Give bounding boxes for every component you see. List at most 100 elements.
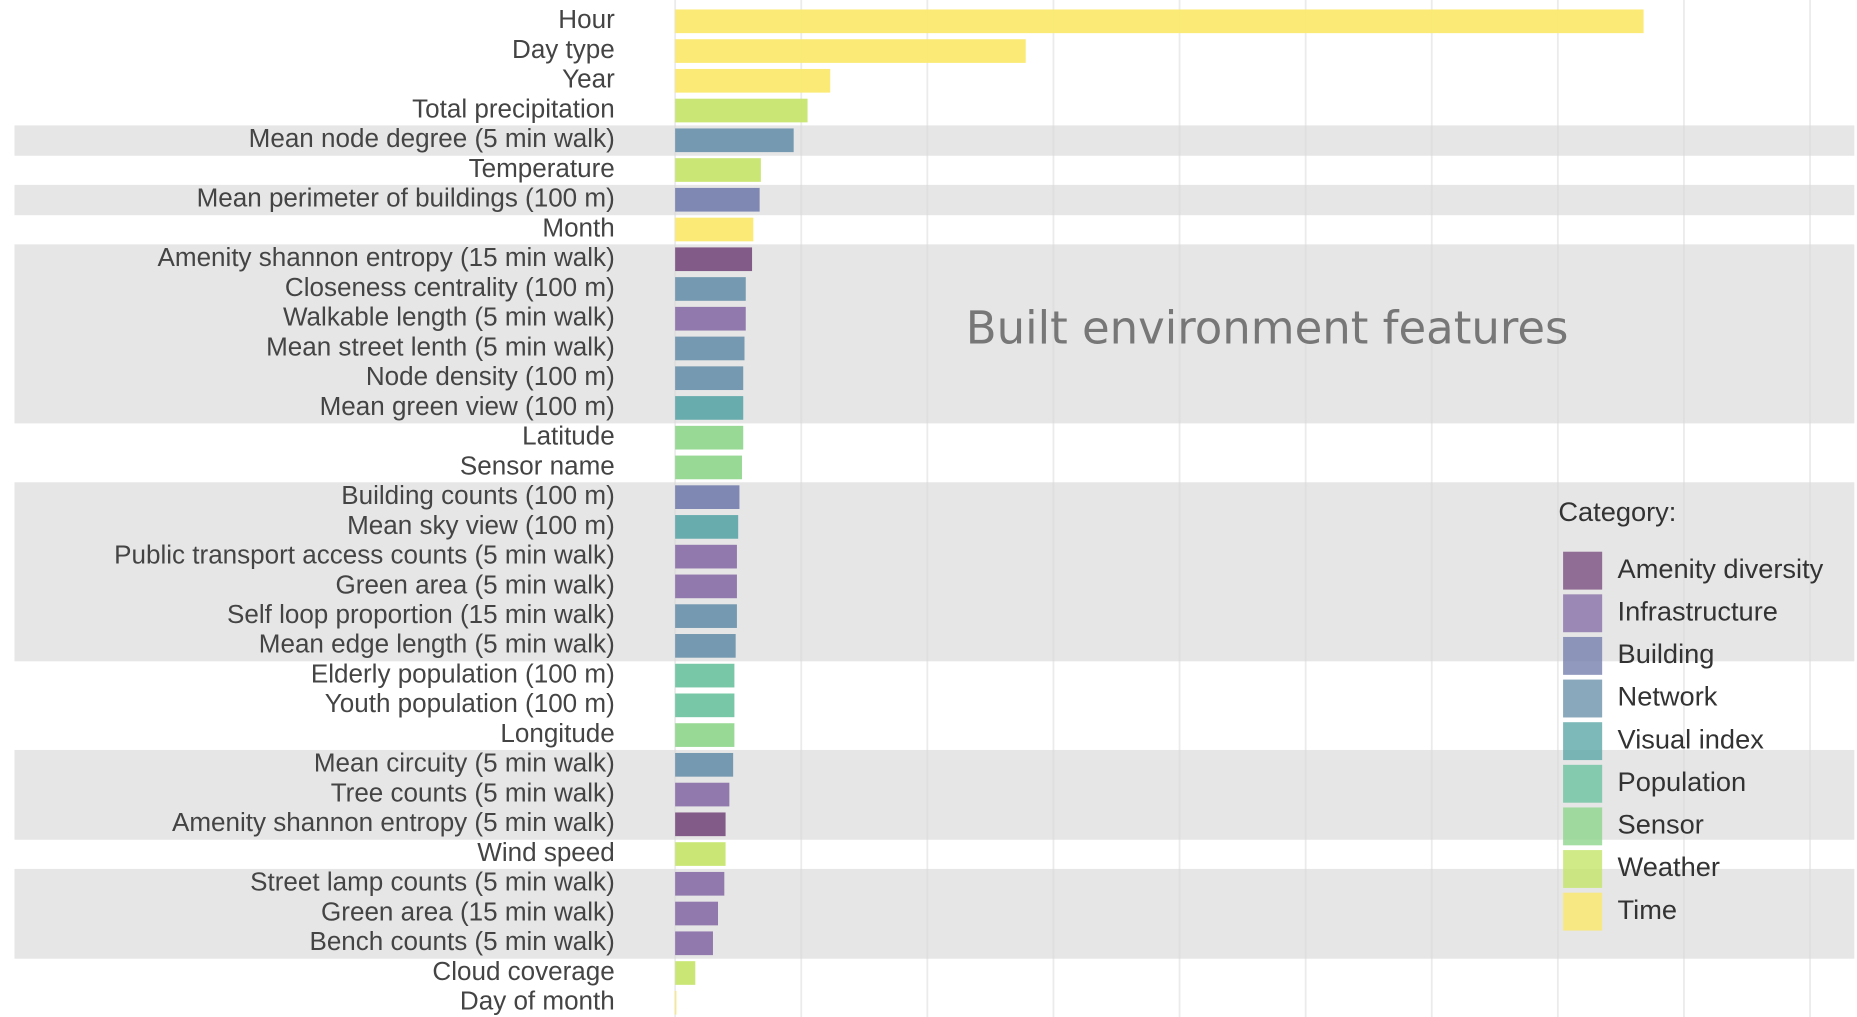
shade-band xyxy=(14,868,1855,900)
shade-band xyxy=(14,928,1855,959)
y-tick-label: Day type xyxy=(512,34,615,64)
annotation: Built environment features xyxy=(966,302,1569,355)
y-tick-label: Node density (100 m) xyxy=(366,361,615,391)
bar xyxy=(675,9,1644,34)
bar xyxy=(675,752,734,777)
shade-band xyxy=(14,749,1855,781)
y-tick-label: Amenity shannon entropy (15 min walk) xyxy=(158,242,615,272)
bar xyxy=(675,693,735,718)
bar xyxy=(675,336,745,361)
shade-band xyxy=(14,184,1855,216)
shade-band xyxy=(14,303,1855,335)
shade-band xyxy=(14,363,1855,394)
y-tick-label: Tree counts (5 min walk) xyxy=(331,777,615,807)
bar xyxy=(675,842,726,866)
y-tick-label: Sensor name xyxy=(460,450,615,480)
shade-band xyxy=(14,125,1855,156)
y-tick-label: Mean node degree (5 min walk) xyxy=(249,123,615,153)
shade-band xyxy=(14,571,1855,602)
legend-swatch xyxy=(1563,551,1603,590)
bar xyxy=(675,98,808,123)
bar xyxy=(675,485,740,509)
shade-band xyxy=(14,898,1855,929)
legend-swatch xyxy=(1563,764,1603,803)
bar xyxy=(675,39,1026,63)
bar xyxy=(675,158,761,182)
bar xyxy=(675,515,739,539)
y-tick-label: Total precipitation xyxy=(412,93,615,123)
y-tick-label: Green area (5 min walk) xyxy=(336,569,615,599)
bar xyxy=(675,217,754,242)
shade-band xyxy=(14,512,1855,543)
legend-label: Weather xyxy=(1618,851,1720,882)
bar xyxy=(675,604,737,628)
y-tick-label: Youth population (100 m) xyxy=(325,688,615,718)
legend-swatch xyxy=(1563,850,1603,888)
legend-label: Sensor xyxy=(1618,809,1704,840)
y-tick-label: Building counts (100 m) xyxy=(341,480,614,510)
shade-band xyxy=(14,482,1855,513)
bar xyxy=(675,277,746,301)
bar xyxy=(675,306,746,331)
legend-label: Population xyxy=(1618,766,1747,797)
legend-title: Category: xyxy=(1558,496,1676,527)
legend-label: Time xyxy=(1618,894,1677,925)
bar xyxy=(675,723,735,747)
legend-swatch xyxy=(1563,722,1603,761)
legend-label: Visual index xyxy=(1618,723,1765,754)
bar xyxy=(675,187,760,212)
legend-label: Infrastructure xyxy=(1618,595,1778,626)
y-tick-label: Mean circuity (5 min walk) xyxy=(314,748,615,778)
y-tick-label: Month xyxy=(542,212,614,242)
y-tick-label: Day of month xyxy=(460,986,615,1016)
bar xyxy=(675,574,737,599)
shade-band xyxy=(14,244,1855,275)
bar xyxy=(675,68,831,93)
legend-label: Amenity diversity xyxy=(1618,553,1824,584)
y-tick-label: Mean street lenth (5 min walk) xyxy=(266,331,615,361)
legend-swatch xyxy=(1563,679,1603,718)
y-tick-label: Hour xyxy=(558,4,615,34)
bar xyxy=(675,634,736,658)
y-tick-label: Cloud coverage xyxy=(432,956,614,986)
shade-band xyxy=(14,630,1855,662)
shade-band xyxy=(14,393,1855,424)
legend-label: Network xyxy=(1618,681,1718,712)
bar xyxy=(675,455,742,480)
y-tick-label: Mean green view (100 m) xyxy=(320,391,615,421)
bar xyxy=(675,544,737,569)
bar xyxy=(675,901,719,926)
bar xyxy=(675,871,725,896)
shade-band xyxy=(14,601,1855,632)
legend-label: Building xyxy=(1618,638,1715,669)
y-tick-label: Public transport access counts (5 min wa… xyxy=(114,540,615,570)
legend-swatch xyxy=(1563,594,1603,633)
shade-band xyxy=(14,541,1855,573)
bar xyxy=(675,366,744,391)
bar xyxy=(675,247,753,272)
shade-band xyxy=(14,809,1855,840)
y-tick-label: Bench counts (5 min walk) xyxy=(309,926,614,956)
y-tick-label: Green area (15 min walk) xyxy=(321,896,615,926)
bar xyxy=(675,396,744,420)
bar xyxy=(675,990,677,1015)
y-tick-label: Year xyxy=(562,64,615,94)
bar xyxy=(675,961,696,985)
legend-swatch xyxy=(1563,892,1603,931)
y-tick-label: Temperature xyxy=(469,153,615,183)
y-tick-label: Street lamp counts (5 min walk) xyxy=(250,867,615,897)
y-tick-label: Latitude xyxy=(522,421,615,451)
bar xyxy=(675,425,744,450)
y-tick-label: Mean perimeter of buildings (100 m) xyxy=(197,183,615,213)
y-tick-label: Walkable length (5 min walk) xyxy=(283,302,615,332)
y-tick-label: Mean edge length (5 min walk) xyxy=(259,629,615,659)
bar xyxy=(675,931,713,956)
shade-band xyxy=(14,779,1855,811)
y-tick-label: Closeness centrality (100 m) xyxy=(285,272,615,302)
y-tick-label: Self loop proportion (15 min walk) xyxy=(227,599,615,629)
shade-band xyxy=(14,333,1855,364)
bar xyxy=(675,782,730,807)
shade-band xyxy=(14,274,1855,305)
